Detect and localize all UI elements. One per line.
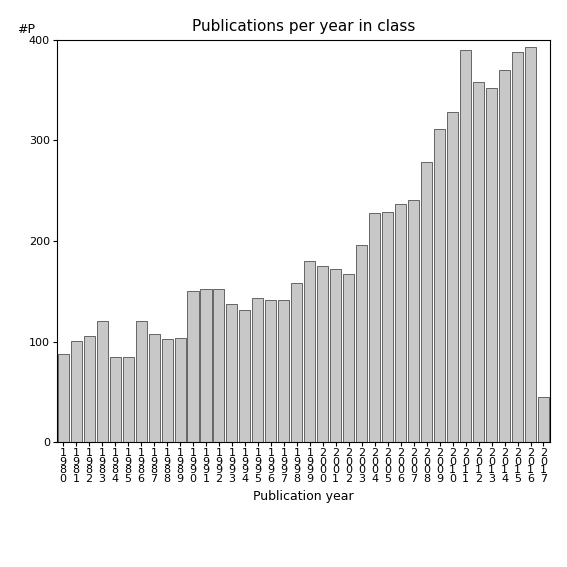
Bar — [356, 245, 367, 442]
Bar — [278, 301, 289, 442]
Bar — [58, 354, 69, 442]
Bar — [84, 336, 95, 442]
Bar — [291, 284, 302, 442]
Bar — [304, 261, 315, 442]
Title: Publications per year in class: Publications per year in class — [192, 19, 415, 35]
Bar — [318, 266, 328, 442]
Bar — [395, 204, 406, 442]
Bar — [447, 112, 458, 442]
Bar — [213, 289, 225, 442]
Bar — [512, 52, 523, 442]
Bar — [162, 338, 172, 442]
Bar — [408, 200, 419, 442]
Bar — [136, 321, 147, 442]
Bar — [525, 46, 536, 442]
Bar — [331, 269, 341, 442]
Text: #P: #P — [17, 23, 35, 36]
Bar — [499, 70, 510, 442]
Bar — [538, 397, 549, 442]
Bar — [188, 291, 198, 442]
Bar — [96, 321, 108, 442]
Bar — [201, 289, 211, 442]
Bar — [175, 337, 185, 442]
Bar — [109, 357, 121, 442]
Bar — [421, 163, 432, 442]
Bar — [252, 298, 264, 442]
Bar — [369, 213, 380, 442]
Bar — [434, 129, 445, 442]
Bar — [71, 341, 82, 442]
Bar — [382, 212, 393, 442]
Bar — [460, 50, 471, 442]
Bar — [239, 310, 251, 442]
Bar — [265, 301, 276, 442]
Bar — [473, 82, 484, 442]
Bar — [122, 357, 134, 442]
Bar — [343, 274, 354, 442]
Bar — [486, 88, 497, 442]
Bar — [226, 304, 238, 442]
Bar — [149, 333, 159, 442]
X-axis label: Publication year: Publication year — [253, 490, 354, 503]
